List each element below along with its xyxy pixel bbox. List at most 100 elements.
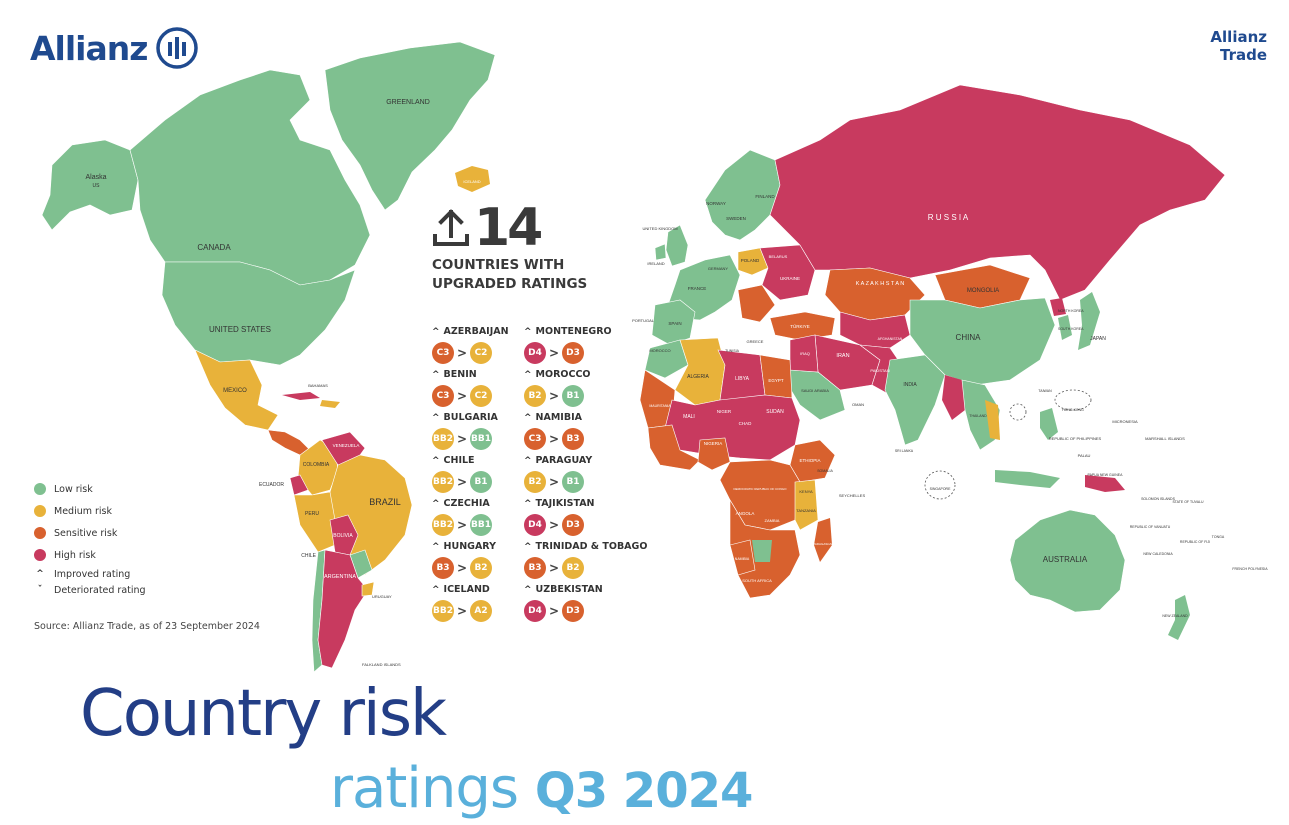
caret-up-icon: ^ <box>432 370 440 380</box>
label-chad: CHAD <box>739 421 753 426</box>
rating-item: ^ TRINIDAD & TOBAGO B3 > B2 <box>524 541 647 579</box>
label-bolivia: BOLIVIA <box>333 533 353 539</box>
rating-country-name: MONTENEGRO <box>535 326 612 337</box>
region-namibia <box>729 539 756 576</box>
rating-country-name: HUNGARY <box>443 541 496 552</box>
region-turkiye <box>769 311 836 341</box>
greater-than-icon: > <box>549 389 560 403</box>
caret-up-icon: ^ <box>524 456 532 466</box>
label-iraq: IRAQ <box>800 351 810 356</box>
upload-arrow-icon <box>433 209 469 246</box>
label-china: CHINA <box>956 333 982 342</box>
label-iceland: ICELAND <box>463 179 480 184</box>
label-madagascar: MADAGASCAR <box>812 542 834 546</box>
rating-from: C3 <box>432 342 454 364</box>
label-nigeria: NIGERIA <box>704 441 723 446</box>
label-fiji: REPUBLIC OF FIJI <box>1180 540 1210 544</box>
rating-to: B1 <box>562 471 584 493</box>
legend-sensitive: Sensitive risk <box>34 522 146 544</box>
page-subtitle: ratings Q3 2024 <box>330 750 753 825</box>
caret-up-icon: ^ <box>524 327 532 337</box>
label-peru: PERU <box>305 511 319 517</box>
label-micronesia: MICRONESIA <box>1112 419 1138 424</box>
greater-than-icon: > <box>457 432 468 446</box>
rating-to: D3 <box>562 600 584 622</box>
region-nigeria <box>697 437 731 471</box>
legend-high-label: High risk <box>54 549 96 561</box>
label-brazil: BRAZIL <box>369 497 401 507</box>
label-venezuela: VENEZUELA <box>333 443 360 448</box>
label-spain: SPAIN <box>668 321 681 326</box>
rating-to: C2 <box>470 342 492 364</box>
region-caribbean <box>282 392 320 400</box>
label-morocco: MOROCCO <box>649 348 670 353</box>
label-hong-kong: HONG KONG <box>1062 408 1084 412</box>
region-mexico <box>194 349 279 431</box>
rating-from: BB2 <box>432 600 454 622</box>
trade-line-2: Trade <box>1219 46 1267 64</box>
world-risk-map: GREENLAND Alaska US ICELAND CANADA UNITE… <box>41 41 1268 673</box>
rating-change: B2 > B1 <box>524 471 634 493</box>
rating-change: C3 > B3 <box>524 428 634 450</box>
rating-country: ^ TAJIKISTAN <box>524 498 634 509</box>
label-norway: NORWAY <box>706 201 726 206</box>
caret-up-icon: ^ <box>432 327 440 337</box>
rating-from: D4 <box>524 342 546 364</box>
rating-country: ^ HUNGARY <box>432 541 542 552</box>
greater-than-icon: > <box>549 518 560 532</box>
rating-change: BB2 > BB1 <box>432 514 542 536</box>
label-zambia: ZAMBIA <box>765 518 780 523</box>
region-uk <box>665 224 689 267</box>
greater-than-icon: > <box>549 432 560 446</box>
rating-change: BB2 > BB1 <box>432 428 542 450</box>
label-turkiye: TÜRKIYE <box>790 323 810 329</box>
label-greenland: GREENLAND <box>386 99 430 106</box>
rating-country-name: BULGARIA <box>443 412 498 423</box>
rating-item: ^ UZBEKISTAN D4 > D3 <box>524 584 634 622</box>
greater-than-icon: > <box>549 561 560 575</box>
hong-kong-highlight <box>1054 389 1092 411</box>
region-myanmar <box>942 375 965 420</box>
rating-to: BB1 <box>470 514 492 536</box>
label-kenya: KENYA <box>799 489 813 494</box>
region-new-zealand <box>1168 595 1190 640</box>
label-angola: ANGOLA <box>736 511 755 516</box>
label-sweden: SWEDEN <box>726 216 746 221</box>
legend-improved-label: Improved rating <box>54 568 131 580</box>
label-seychelles: SEYCHELLES <box>839 493 866 498</box>
greater-than-icon: > <box>457 518 468 532</box>
region-north-korea <box>1050 298 1066 316</box>
rating-country: ^ ICELAND <box>432 584 542 595</box>
label-india: INDIA <box>903 382 917 388</box>
label-oman: OMAN <box>852 402 864 407</box>
label-thailand: THAILAND <box>969 414 987 418</box>
rating-country-name: MOROCCO <box>535 369 591 380</box>
region-vietnam <box>985 400 1000 440</box>
region-central-asia <box>839 311 911 349</box>
label-solomon: SOLOMON ISLANDS <box>1141 497 1176 501</box>
rating-to: D3 <box>562 342 584 364</box>
rating-item: ^ MONTENEGRO D4 > D3 <box>524 326 634 364</box>
region-iberia <box>651 299 696 346</box>
legend-low: Low risk <box>34 478 146 500</box>
label-alaska: Alaska <box>85 174 106 181</box>
rating-from: BB2 <box>432 428 454 450</box>
rating-item: ^ PARAGUAY B2 > B1 <box>524 455 634 493</box>
rating-item: ^ MOROCCO B2 > B1 <box>524 369 634 407</box>
label-singapore: SINGAPORE <box>930 487 951 491</box>
label-vanuatu: REPUBLIC OF VANUATU <box>1130 525 1171 529</box>
rating-to: D3 <box>562 514 584 536</box>
rating-country-name: TAJIKISTAN <box>535 498 595 509</box>
rating-to: BB1 <box>470 428 492 450</box>
rating-from: D4 <box>524 600 546 622</box>
rating-country: ^ BULGARIA <box>432 412 542 423</box>
region-indonesia <box>995 470 1060 488</box>
rating-country-name: TRINIDAD & TOBAGO <box>535 541 648 552</box>
region-bolivia <box>329 514 359 556</box>
rating-country-name: BENIN <box>443 369 477 380</box>
label-new-caledonia: NEW CALEDONIA <box>1143 552 1173 556</box>
label-russia: R U S S I A <box>928 213 969 222</box>
region-iceland <box>455 166 490 192</box>
label-papua: PAPUA NEW GUINEA <box>1088 473 1124 477</box>
rating-country-name: PARAGUAY <box>535 455 593 466</box>
